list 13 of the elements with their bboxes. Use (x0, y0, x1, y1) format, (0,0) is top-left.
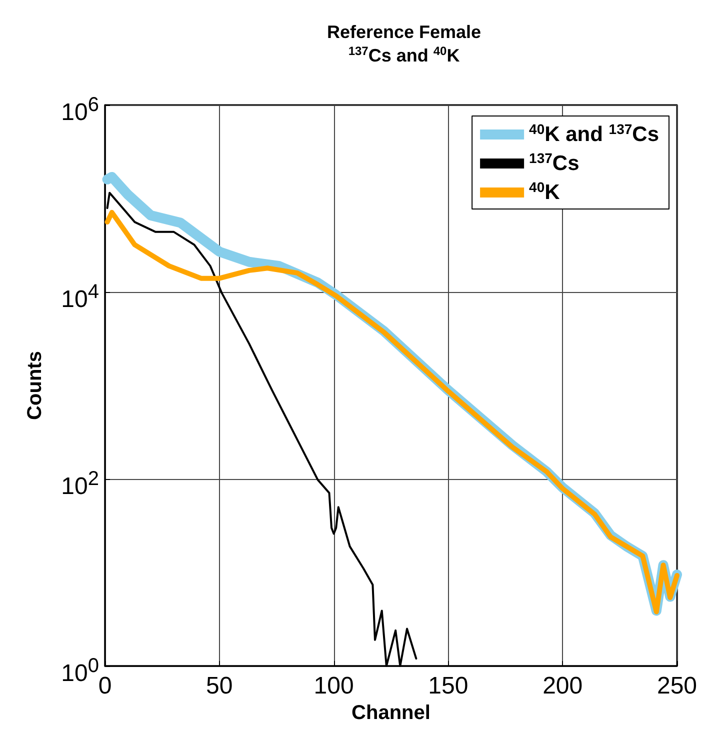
x-tick-label: 0 (98, 672, 112, 700)
x-tick-label: 150 (428, 672, 468, 700)
chart-title: Reference Female (326, 22, 482, 42)
x-axis-title: Channel (352, 702, 430, 724)
x-tick-label: 100 (314, 672, 354, 700)
x-tick-label: 200 (542, 672, 583, 700)
x-tick-label: 50 (206, 672, 233, 700)
y-tick-label: 10$^{4}$ (61, 280, 99, 313)
y-axis-title: Counts (24, 351, 46, 420)
y-tick-label: 10$^{6}$ (61, 93, 99, 126)
y-tick-label: 10$^{0}$ (61, 654, 99, 687)
y-tick-label: 10$^{2}$ (61, 467, 99, 500)
x-tick-label: 250 (656, 672, 698, 700)
